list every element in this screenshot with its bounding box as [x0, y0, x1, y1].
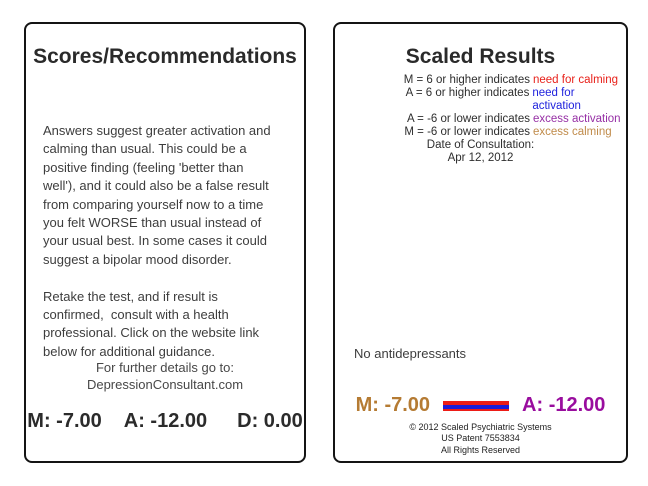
right-score-row: M: -7.00 A: -12.00 [335, 394, 626, 417]
scaled-results-panel: Scaled Results M = 6 or higher indicates… [333, 22, 628, 463]
legend-value: need for calming [533, 74, 619, 86]
medication-note: No antidepressants [354, 346, 467, 361]
legend-label: A = -6 or lower indicates [406, 113, 530, 125]
further-details-block: For further details go to: DepressionCon… [26, 359, 304, 393]
recommendation-text: Answers suggest greater activation and c… [43, 123, 271, 359]
patent-line: US Patent 7553834 [441, 433, 520, 443]
legend-row-activation-need: A = 6 or higher indicates need for activ… [335, 87, 626, 113]
legend-value: excess calming [533, 126, 612, 138]
right-panel-title: Scaled Results [405, 45, 556, 68]
copyright-footer: © 2012 Scaled Psychiatric Systems US Pat… [335, 422, 626, 457]
legend-row-calming-need: M = 6 or higher indicates need for calmi… [335, 74, 626, 87]
legend-value: excess activation [533, 113, 621, 125]
m-score: M: -7.00 [355, 394, 431, 416]
bar-stripe-red [443, 400, 510, 405]
left-score-row: M: -7.00 A: -12.00 D: 0.00 [26, 410, 304, 433]
legend-value: need for activation [532, 87, 581, 112]
m-score: M: -7.00 [27, 410, 102, 432]
website-link[interactable]: DepressionConsultant.com [86, 377, 244, 392]
legend-row-excess-calming: M = -6 or lower indicates excess calming [335, 126, 626, 139]
score-scale-bar [443, 400, 510, 411]
score-legend: M = 6 or higher indicates need for calmi… [335, 74, 626, 139]
scores-recommendations-panel: Scores/Recommendations Answers suggest g… [24, 22, 306, 463]
bar-stripe-red-thin [443, 409, 510, 411]
legend-label: A = 6 or higher indicates [405, 87, 530, 99]
consultation-date-value: Apr 12, 2012 [447, 152, 514, 164]
bar-stripe-blue [443, 404, 510, 409]
a-score: A: -12.00 [522, 394, 606, 416]
a-score: A: -12.00 [123, 410, 208, 432]
left-panel-title: Scores/Recommendations [33, 45, 297, 68]
consultation-date-label: Date of Consultation: [426, 139, 535, 151]
d-score: D: 0.00 [237, 410, 303, 432]
further-details-label: For further details go to: [95, 360, 234, 375]
copyright-line: © 2012 Scaled Psychiatric Systems [409, 421, 552, 432]
legend-label: M = 6 or higher indicates [403, 74, 530, 86]
legend-label: M = -6 or lower indicates [404, 126, 530, 138]
rights-line: All Rights Reserved [440, 444, 521, 455]
legend-row-excess-activation: A = -6 or lower indicates excess activat… [335, 113, 626, 126]
